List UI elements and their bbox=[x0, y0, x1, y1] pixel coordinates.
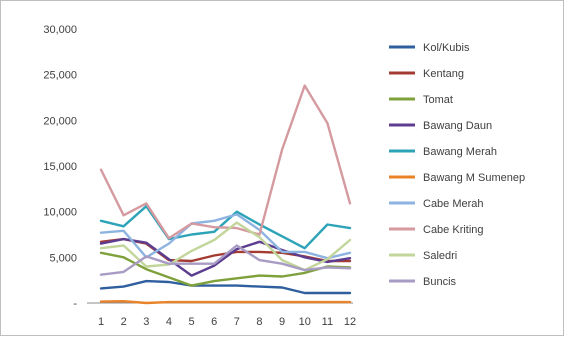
y-tick-label: 5,000 bbox=[49, 252, 77, 264]
series-line-9 bbox=[99, 221, 352, 272]
series-line-8 bbox=[99, 84, 352, 240]
series-line-3 bbox=[99, 251, 352, 287]
legend-label: Bawang Daun bbox=[423, 120, 492, 132]
series-line-10 bbox=[99, 244, 352, 276]
y-tick-label: - bbox=[73, 298, 77, 310]
y-tick-label: 15,000 bbox=[43, 161, 77, 173]
x-tick-label: 9 bbox=[279, 316, 285, 328]
series-line-6 bbox=[99, 300, 352, 305]
x-tick-label: 5 bbox=[188, 316, 194, 328]
y-tick-label: 10,000 bbox=[43, 207, 77, 219]
x-tick-label: 1 bbox=[98, 316, 104, 328]
x-tick-label: 12 bbox=[344, 316, 356, 328]
legend-label: Bawang M Sumenep bbox=[423, 172, 525, 184]
x-tick-label: 6 bbox=[211, 316, 217, 328]
series-line-4 bbox=[99, 237, 352, 277]
legend-label: Bawang Merah bbox=[423, 146, 497, 158]
legend-label: Saledri bbox=[423, 250, 457, 262]
legend-label: Cabe Kriting bbox=[423, 224, 484, 236]
legend-label: Cabe Merah bbox=[423, 198, 484, 210]
series-line-5 bbox=[99, 204, 352, 250]
legend-label: Kol/Kubis bbox=[423, 42, 470, 54]
x-tick-label: 4 bbox=[166, 316, 172, 328]
y-tick-label: 30,000 bbox=[43, 24, 77, 36]
x-tick-label: 8 bbox=[256, 316, 262, 328]
series-line-1 bbox=[99, 279, 352, 295]
y-tick-label: 25,000 bbox=[43, 70, 77, 82]
x-tick-label: 11 bbox=[322, 316, 333, 328]
legend-label: Tomat bbox=[423, 94, 453, 106]
legend-label: Buncis bbox=[423, 276, 457, 288]
series-line-7 bbox=[99, 213, 352, 260]
x-tick-label: 2 bbox=[121, 316, 127, 328]
x-tick-label: 7 bbox=[234, 316, 240, 328]
x-tick-label: 3 bbox=[143, 316, 149, 328]
legend-label: Kentang bbox=[423, 68, 464, 80]
x-tick-label: 10 bbox=[299, 316, 311, 328]
y-tick-label: 20,000 bbox=[43, 115, 77, 127]
